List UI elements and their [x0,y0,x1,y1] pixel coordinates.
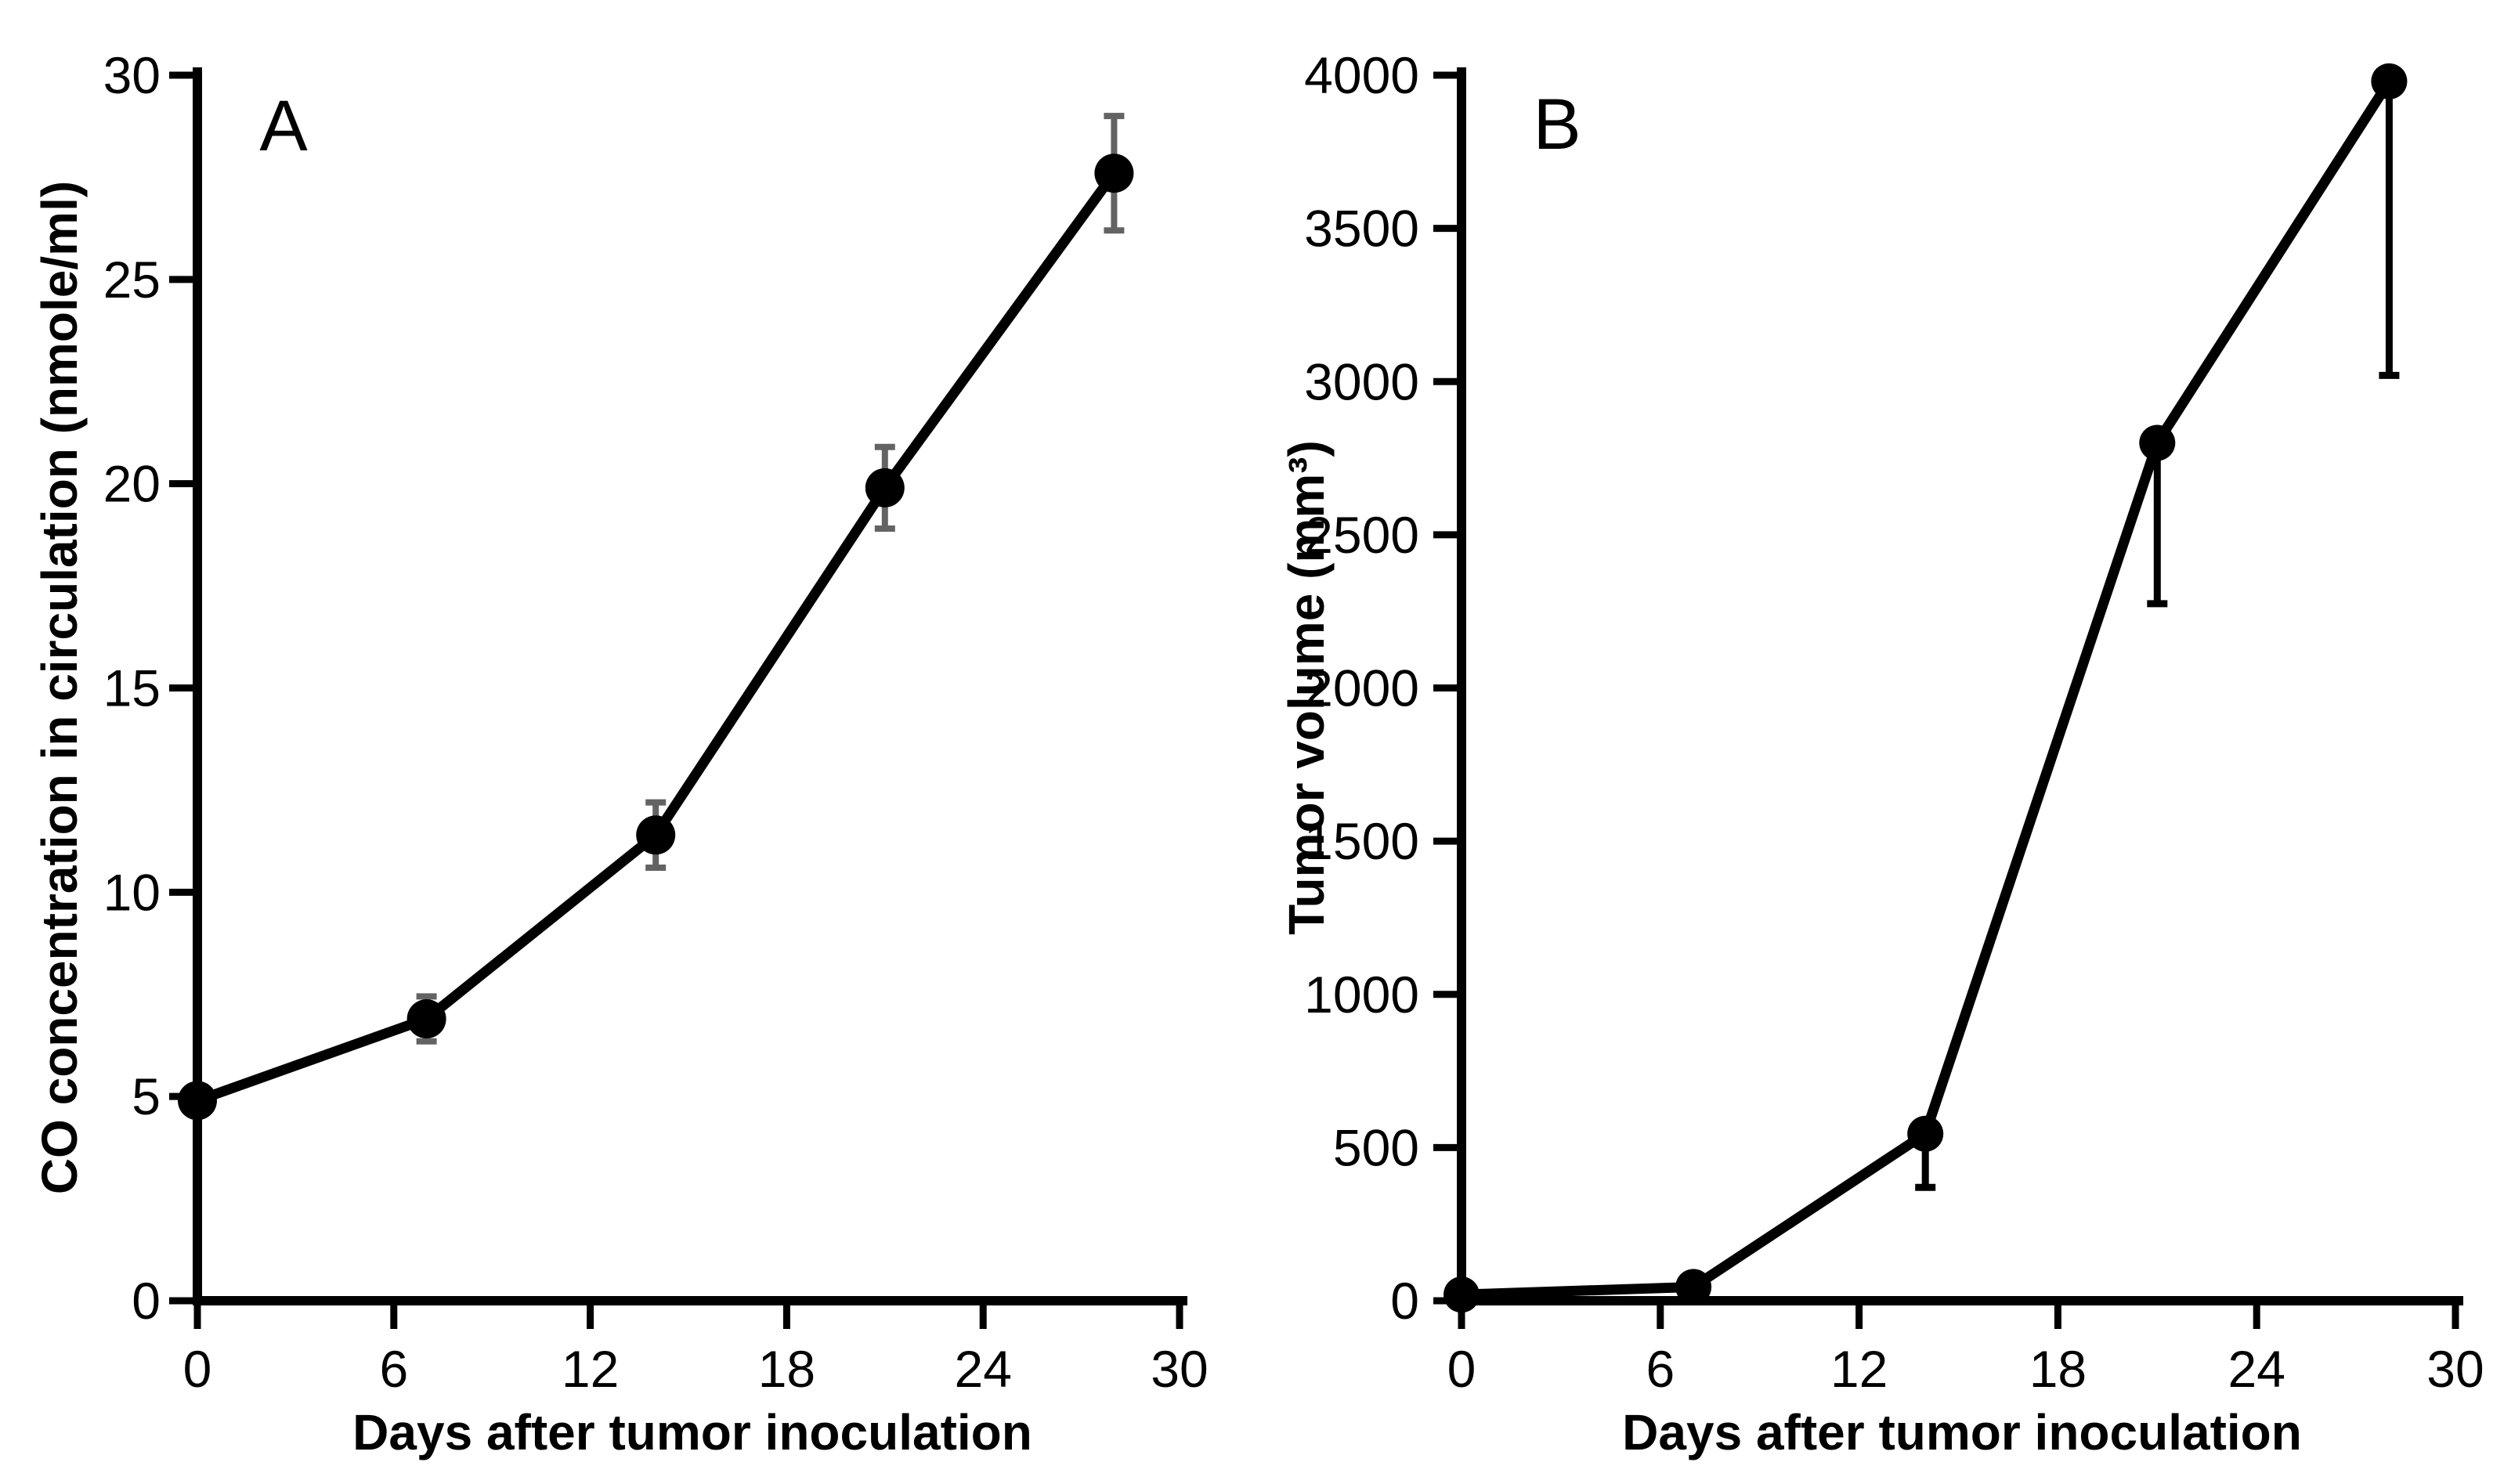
y-tick-label: 10 [103,863,161,921]
y-tick-label: 3500 [1304,200,1419,258]
data-point [406,999,446,1039]
y-tick-label: 2000 [1304,659,1419,717]
panel-B-letter: B [1533,85,1581,164]
y-tick-label: 0 [132,1272,161,1330]
panel-A-letter: A [259,86,308,166]
y-tick-label: 1500 [1304,812,1419,870]
panel-B-xlabel: Days after tumor inoculation [1622,1404,2302,1461]
x-tick-label: 24 [954,1340,1011,1398]
data-point [1675,1269,1712,1305]
data-point [2371,63,2408,99]
panel-B-axes [1433,67,2463,1329]
panel-A-axes [169,67,1187,1329]
y-tick-label: 0 [1390,1272,1419,1330]
y-tick-label: 500 [1333,1118,1419,1176]
data-point [2139,424,2176,461]
y-tick-label: 5 [132,1067,161,1125]
y-tick-label: 3000 [1304,352,1419,410]
y-tick-label: 4000 [1304,46,1419,104]
panel-B: 0 500 1000 1500 2000 2500 3000 3500 4000 0 6 12 18 24… [1278,46,2484,1461]
x-tick-label: 30 [1151,1340,1208,1398]
x-tick-label: 0 [1447,1340,1476,1398]
panel-A-error-bars [416,113,1125,1045]
x-tick-label: 30 [2426,1340,2484,1398]
panel-A-xlabel: Days after tumor inoculation [352,1404,1032,1461]
y-tick-label: 30 [103,46,161,104]
x-tick-label: 6 [1646,1340,1675,1398]
y-tick-label: 25 [103,251,161,309]
panel-B-ylabel: Tumor volume (mm³) [1278,440,1335,935]
panel-B-series-line [1461,78,2394,1300]
y-tick-label: 2500 [1304,506,1419,564]
panel-A-tick-labels: 0 5 10 15 20 25 30 0 6 12 18 24 30 [103,46,1209,1398]
data-point [865,468,905,507]
panel-B-error-bars [1915,81,2400,1191]
x-tick-label: 18 [2029,1340,2087,1398]
x-tick-label: 12 [562,1340,619,1398]
data-point [636,815,676,855]
panel-A-series-line [195,170,1118,1106]
x-tick-label: 0 [183,1340,212,1398]
data-point [1907,1115,1944,1152]
x-tick-label: 6 [379,1340,408,1398]
y-tick-label: 15 [103,659,161,717]
data-point [1094,153,1134,193]
x-tick-label: 24 [2228,1340,2285,1398]
y-tick-label: 20 [103,455,161,513]
panel-B-tick-labels: 0 500 1000 1500 2000 2500 3000 3500 4000 0 6 12 18 24… [1304,46,2484,1398]
y-tick-label: 1000 [1304,966,1419,1024]
panel-B-markers [1444,63,2408,1313]
panel-A-ylabel: CO concentration in circulation (nmole/m… [31,181,88,1194]
x-tick-label: 18 [758,1340,815,1398]
panel-A: 0 5 10 15 20 25 30 0 6 12 18 24 30 A Days after tumo… [31,46,1209,1461]
panel-A-markers [178,153,1134,1121]
x-tick-label: 12 [1830,1340,1888,1398]
